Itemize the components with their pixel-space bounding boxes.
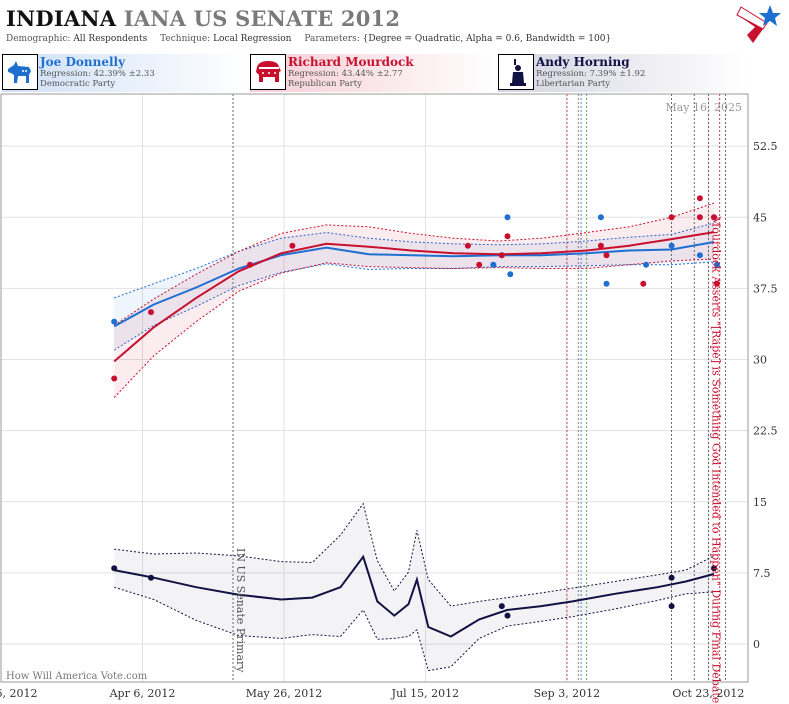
upper-bound-richard-mourdock — [113, 202, 715, 326]
demographic-label: Demographic: — [6, 34, 71, 44]
candidate-regression: Regression: 42.39% ±2.33 — [40, 69, 155, 79]
candidate-regression: Regression: 43.44% ±2.77 — [288, 69, 403, 79]
poll-point-andy-horning — [711, 565, 717, 572]
regression-line-andy-horning — [114, 554, 715, 638]
donkey-icon — [2, 54, 38, 90]
legend-candidate-mourdock: Richard Mourdock Regression: 43.44% ±2.7… — [250, 54, 500, 92]
candidate-party: Democratic Party — [40, 79, 116, 89]
poll-point-joe-donnelly — [643, 261, 650, 268]
poll-point-joe-donnelly — [696, 252, 703, 259]
poll-point-andy-horning — [668, 574, 675, 581]
poll-point-andy-horning — [504, 612, 511, 619]
poll-point-joe-donnelly — [111, 318, 118, 325]
poll-point-andy-horning — [111, 565, 118, 572]
poll-point-richard-mourdock — [498, 252, 505, 259]
demographic-value: All Respondents — [73, 34, 148, 44]
date-stamp: May 16, 2025 — [665, 101, 742, 114]
statue-of-liberty-icon — [498, 54, 534, 90]
poll-point-richard-mourdock — [464, 242, 471, 249]
poll-point-joe-donnelly — [597, 214, 604, 221]
poll-point-richard-mourdock — [668, 214, 675, 221]
poll-point-joe-donnelly — [713, 261, 720, 268]
poll-point-andy-horning — [498, 603, 505, 610]
poll-point-joe-donnelly — [490, 261, 497, 268]
title-state: INDIANA — [6, 6, 117, 31]
poll-point-joe-donnelly — [507, 271, 514, 278]
candidate-party: Republican Party — [288, 79, 362, 89]
watermark: How Will America Vote.com — [6, 671, 148, 682]
poll-point-richard-mourdock — [247, 261, 253, 268]
annotations: IN US Senate Primary Mourdock Asserts "[R… — [234, 216, 722, 703]
poll-points — [111, 195, 720, 619]
legend-candidate-donnelly: Joe Donnelly Regression: 42.39% ±2.33 De… — [2, 54, 252, 92]
x-tick-label: Feb 16, 2012 — [0, 687, 38, 700]
y-tick-label: 7.5 — [753, 567, 771, 580]
poll-point-richard-mourdock — [711, 214, 717, 221]
poll-point-richard-mourdock — [504, 233, 511, 240]
lower-bound-richard-mourdock — [113, 258, 715, 398]
y-tick-label: 52.5 — [753, 140, 778, 153]
poll-point-richard-mourdock — [603, 252, 610, 259]
technique-value: Local Regression — [213, 34, 292, 44]
technique-label: Technique: — [160, 34, 211, 44]
lower-bound-andy-horning — [114, 586, 715, 672]
poll-point-richard-mourdock — [696, 195, 703, 202]
annotation-label: Mourdock Asserts "[Rape] is Something Go… — [709, 216, 722, 703]
lower-bound-joe-donnelly — [113, 261, 715, 351]
plot-frame — [0, 93, 749, 683]
poll-point-richard-mourdock — [713, 280, 720, 287]
y-tick-label: 15 — [753, 496, 767, 509]
regression-line-joe-donnelly — [113, 241, 715, 328]
candidate-name: Joe Donnelly — [40, 55, 126, 69]
chart-title: INDIANA IANA US SENATE 2012 — [6, 6, 400, 31]
parameters-line: Demographic: All Respondents Technique: … — [6, 34, 621, 44]
upper-bound-joe-donnelly — [114, 222, 715, 299]
poll-point-joe-donnelly — [603, 280, 610, 287]
annotation-label: IN US Senate Primary — [234, 548, 247, 673]
confidence-bands — [113, 202, 715, 672]
event-lines — [232, 94, 726, 682]
x-tick-label: May 26, 2012 — [246, 687, 323, 700]
poll-point-joe-donnelly — [504, 214, 511, 221]
confidence-band-richard-mourdock — [114, 203, 714, 398]
title-race: IANA US SENATE 2012 — [123, 6, 401, 31]
y-tick-label: 37.5 — [753, 282, 778, 295]
poll-point-richard-mourdock — [597, 242, 604, 249]
y-tick-label: 0 — [753, 638, 760, 651]
x-tick-label: Sep 3, 2012 — [534, 687, 601, 700]
poll-point-andy-horning — [148, 574, 154, 581]
poll-point-andy-horning — [668, 603, 675, 610]
elephant-icon — [250, 54, 286, 90]
y-tick-label: 22.5 — [753, 425, 778, 438]
poll-point-richard-mourdock — [640, 280, 647, 287]
poll-point-richard-mourdock — [289, 242, 296, 249]
y-tick-label: 30 — [753, 354, 767, 367]
parameters-value: {Degree = Quadratic, Alpha = 0.6, Bandwi… — [362, 34, 612, 44]
axes: Feb 16, 2012 Apr 6, 2012 May 26, 2012 Jul 1… — [0, 140, 778, 700]
poll-point-richard-mourdock — [148, 309, 154, 316]
poll-point-joe-donnelly — [668, 242, 675, 249]
candidate-name: Andy Horning — [536, 55, 630, 69]
site-logo-icon — [735, 5, 781, 43]
poll-point-richard-mourdock — [111, 375, 118, 382]
regression-lines — [113, 231, 715, 638]
poll-point-richard-mourdock — [696, 214, 703, 221]
regression-line-richard-mourdock — [113, 231, 715, 363]
x-tick-label: Apr 6, 2012 — [109, 687, 176, 700]
candidate-name: Richard Mourdock — [288, 55, 414, 69]
parameters-label: Parameters: — [304, 34, 360, 44]
poll-point-richard-mourdock — [476, 261, 483, 268]
candidate-regression: Regression: 7.39% ±1.92 — [536, 69, 646, 79]
x-tick-label: Jul 15, 2012 — [391, 687, 460, 700]
legend-candidate-horning: Andy Horning Regression: 7.39% ±1.92 Lib… — [498, 54, 748, 92]
y-tick-label: 45 — [753, 211, 767, 224]
x-tick-label: Oct 23, 2012 — [672, 687, 744, 700]
candidate-party: Libertarian Party — [536, 79, 611, 89]
